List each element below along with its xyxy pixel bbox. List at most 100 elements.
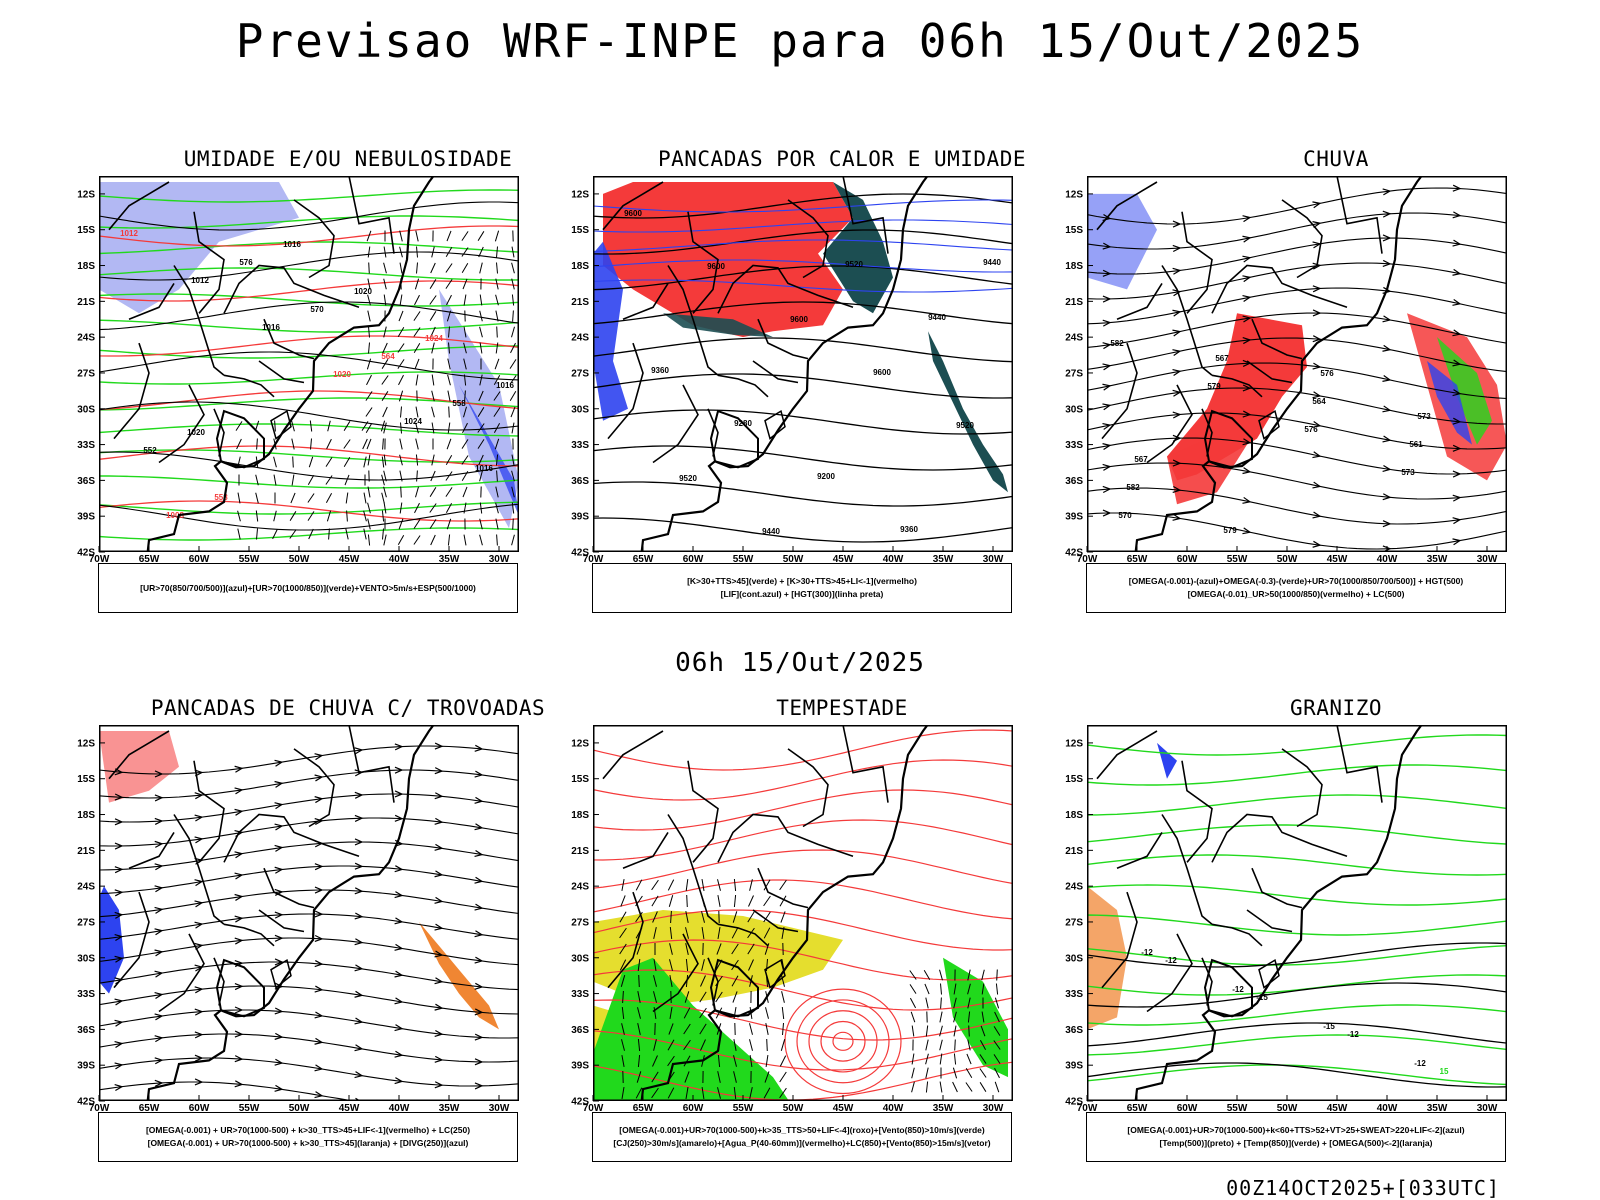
height-contour (593, 337, 1013, 363)
wind-vector (781, 1006, 785, 1020)
lat-label: 42S (571, 1097, 589, 1108)
wind-vector (477, 439, 485, 449)
stream-arrow (234, 1006, 244, 1014)
border-line (1101, 342, 1138, 440)
wind-vector (993, 1054, 1001, 1064)
temperature-contour (1087, 914, 1507, 936)
wind-vector (479, 294, 483, 306)
wind-vector (911, 1025, 915, 1037)
main-title: Previsao WRF-INPE para 06h 15/Out/2025 (235, 14, 1365, 68)
lon-label: 30W (983, 1103, 1004, 1114)
wind-vector (621, 1087, 625, 1099)
wind-vector (749, 1023, 753, 1035)
wind-vector (431, 406, 435, 418)
border-uruguay (1203, 958, 1253, 1018)
stream-arrow (154, 770, 164, 778)
stream-arrow (1102, 319, 1112, 327)
stream-arrow (154, 970, 164, 978)
wind-vector (366, 230, 372, 242)
stream-arrow (354, 887, 364, 895)
wind-vector (307, 474, 315, 486)
lat-label: 27S (1065, 917, 1083, 928)
rain-area (1427, 361, 1472, 445)
wind-vector (749, 879, 753, 891)
wind-vector (621, 1006, 625, 1020)
stream-arrow (314, 753, 324, 761)
lat-label: 12S (571, 738, 589, 749)
wind-vector (429, 487, 437, 497)
wind-vector (461, 455, 469, 465)
panel-title: CHUVA (1303, 147, 1369, 171)
height-contour (593, 481, 1013, 507)
contour-label: 561 (1409, 440, 1423, 449)
stream-arrow (234, 808, 244, 816)
wind-vector (512, 518, 514, 530)
contour-label: 1020 (187, 428, 205, 437)
wind-vector (733, 1071, 737, 1083)
border-line (1281, 199, 1323, 279)
wind-vector (445, 263, 453, 273)
stream-arrow (154, 817, 164, 825)
stream-arrow (1382, 493, 1392, 501)
lat-label: 39S (77, 1061, 95, 1072)
wind-vector (447, 422, 451, 434)
stream-arrow (1242, 315, 1252, 323)
panel-pancadas-calor: PANCADAS POR CALOR E UMIDADE 9600 9600 960… (571, 147, 1092, 627)
border-line (1096, 181, 1158, 231)
wind-vector (464, 390, 466, 402)
stream-arrow (1312, 201, 1322, 209)
legend-box: [OMEGA(-0.001)-(azul)+OMEGA(-0.3)-(verde… (1086, 563, 1506, 613)
wind-vector (368, 326, 370, 338)
stream-arrow (154, 906, 164, 914)
wind-vector (382, 528, 384, 540)
stream-arrow (394, 917, 404, 925)
wind-vector (365, 422, 373, 434)
wind-vector (256, 528, 258, 540)
map-frame (593, 176, 1013, 552)
contour-label: 9520 (679, 474, 697, 483)
wind-vector (479, 342, 483, 354)
lat-label: 39S (1065, 1061, 1083, 1072)
wind-vector (509, 375, 517, 385)
stream-arrow (1382, 435, 1392, 443)
lon-label: 35W (1427, 1103, 1448, 1114)
wind-vector (667, 1087, 675, 1099)
wind-vector (993, 1040, 1001, 1050)
lon-label: 65W (1127, 554, 1148, 565)
wind-vector (397, 534, 405, 546)
contour-label: 1020 (333, 370, 351, 379)
lon-label: 50W (289, 554, 310, 565)
wind-vector (510, 342, 516, 354)
panel-tempestade: TEMPESTADE 12S 15S 18S 21S 24S 27S 30S 33S 36S 39… (571, 696, 1092, 1176)
wind-vector (995, 983, 999, 995)
wind-vector (478, 454, 484, 466)
stream-arrow (1452, 444, 1462, 452)
wind-vector (415, 454, 419, 466)
map-svg: -12 -12 -15 -12 -12 -15 -12 15 12S 15S 18S 21S 24S 27… (1065, 725, 1507, 1114)
height-contour (593, 265, 1013, 291)
contour-label: 1024 (404, 417, 422, 426)
wind-vector (511, 422, 515, 434)
stream-arrow (1452, 211, 1462, 219)
lat-label: 36S (77, 1025, 95, 1036)
border-line (348, 725, 395, 803)
border-line (128, 282, 175, 320)
wind-vector (653, 926, 657, 940)
border-line (1116, 831, 1163, 869)
lifted-index-contour (593, 199, 1013, 213)
lat-label: 18S (571, 261, 589, 272)
stream-arrow (474, 1058, 484, 1066)
contour-label: 579 (1207, 382, 1221, 391)
border-line (173, 265, 225, 376)
stream-arrow (314, 1037, 324, 1045)
wind-vector (939, 1039, 943, 1051)
stream-arrow (1242, 255, 1252, 263)
contour-label: -12 (1141, 948, 1153, 957)
lon-label: 70W (583, 1103, 604, 1114)
lat-label: 24S (77, 882, 95, 893)
temperature-contour (1087, 854, 1507, 876)
lat-label: 42S (571, 548, 589, 559)
map-frame (1087, 725, 1507, 1101)
wind-vector (651, 1087, 659, 1099)
streamline (1087, 312, 1507, 348)
